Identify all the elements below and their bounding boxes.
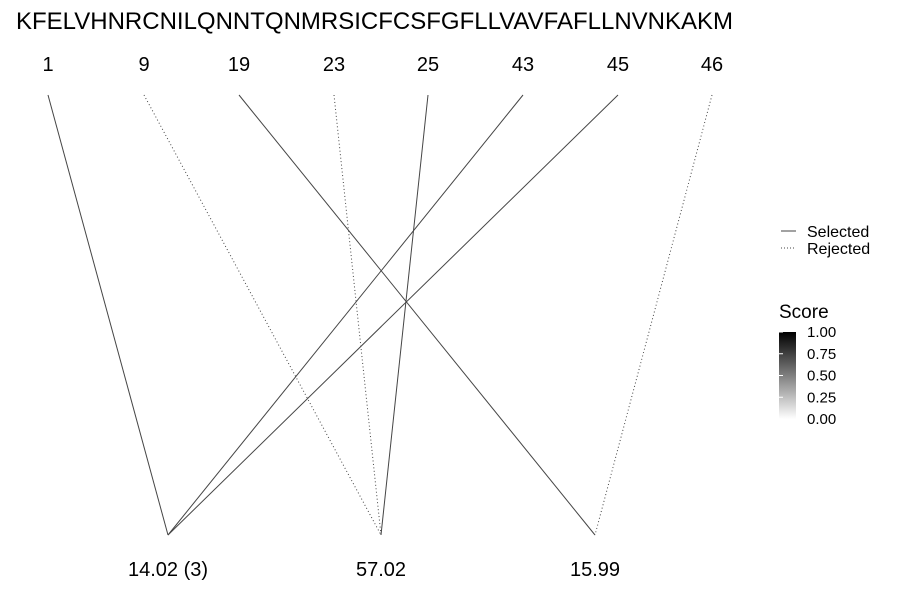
score-tick-label: 0.25 [807,389,836,406]
score-legend: Score 1.00 0.75 0.50 0.25 0.00 [779,302,836,428]
legend-selected-label: Selected [807,224,869,241]
rejected-link-line [333,94,382,536]
score-tick-label: 0.75 [807,346,836,363]
selected-link-line [167,94,524,536]
selected-link-line [167,94,619,536]
position-label: 45 [607,54,629,76]
position-label: 23 [323,54,345,76]
mass-labels: 14.02 (3) 57.02 15.99 [128,559,620,581]
links-group [47,94,713,536]
position-label: 43 [512,54,534,76]
position-label: 25 [417,54,439,76]
score-legend-title: Score [779,302,829,323]
selected-link-line [47,94,169,536]
position-label: 9 [138,54,149,76]
score-tick-label: 0.00 [807,411,836,428]
position-label: 1 [42,54,53,76]
sequence-text: KFELVHNRCNILQNNTQNMRSICFCSFGFLLVAVFAFLLN… [16,8,733,35]
mass-label: 15.99 [570,559,620,581]
score-colorbar [779,332,796,419]
position-label: 19 [228,54,250,76]
score-tick-label: 0.50 [807,368,836,385]
legend-rejected-label: Rejected [807,241,870,258]
score-ticks: 1.00 0.75 0.50 0.25 0.00 [779,324,836,428]
position-label: 46 [701,54,723,76]
mass-label: 14.02 (3) [128,559,208,581]
selected-link-line [238,94,596,536]
position-labels: 1 9 19 23 25 43 45 46 [42,54,723,76]
selected-link-line [380,94,429,536]
linetype-legend: Selected Rejected [781,224,870,258]
score-tick-label: 1.00 [807,324,836,341]
rejected-link-line [594,94,713,536]
mass-label: 57.02 [356,559,406,581]
